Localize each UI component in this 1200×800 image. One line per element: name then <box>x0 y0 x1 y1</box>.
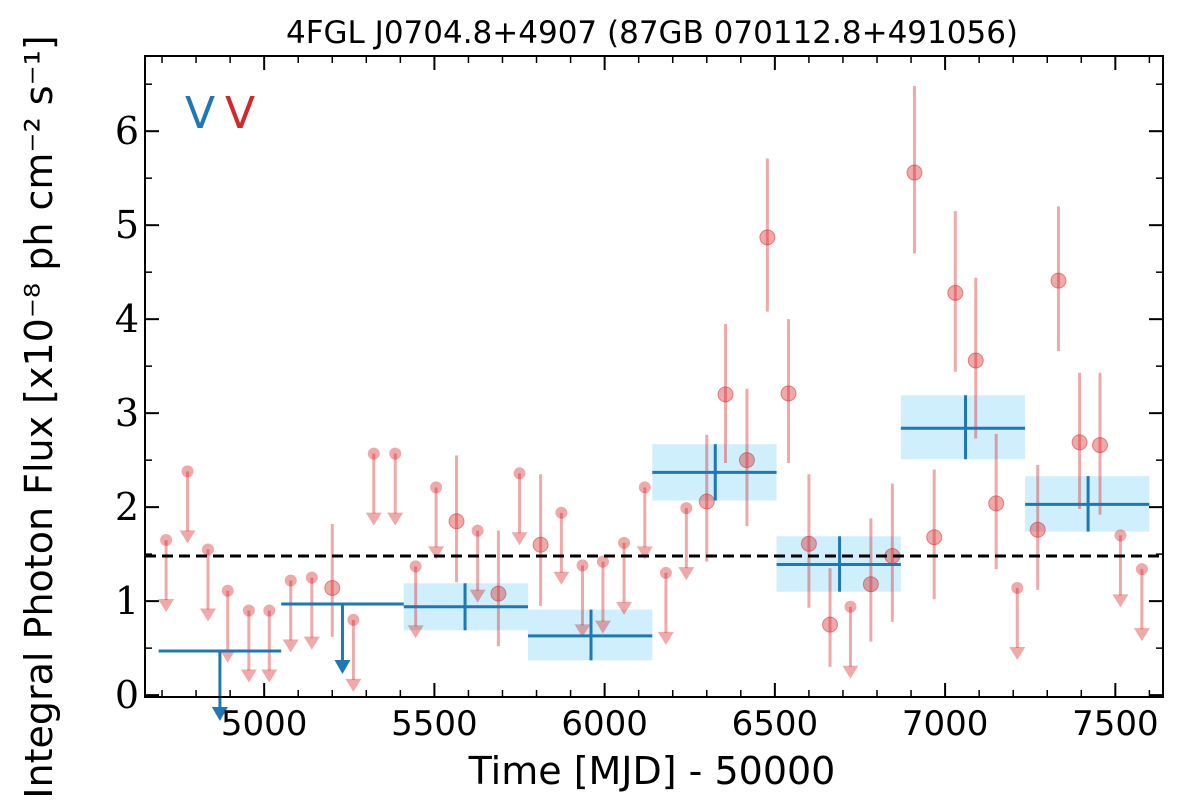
x-tick-label: 6500 <box>732 704 819 744</box>
monthly-data-point <box>822 616 839 633</box>
monthly-upper-limit-arrow <box>158 599 175 613</box>
monthly-upper-limit-point <box>1114 529 1127 542</box>
monthly-upper-limit-point <box>201 543 214 556</box>
monthly-upper-limit-point <box>389 447 402 460</box>
monthly-upper-limit-arrow <box>345 678 362 692</box>
monthly-upper-limit-arrow <box>303 636 320 650</box>
monthly-upper-limit-point <box>555 506 568 519</box>
monthly-upper-limit-point <box>305 571 318 584</box>
monthly-upper-limit-point <box>596 555 609 568</box>
monthly-upper-limit-arrow <box>179 530 196 544</box>
monthly-data-point <box>698 493 715 510</box>
monthly-data-point <box>738 452 755 469</box>
y-tick-label: 4 <box>115 297 139 341</box>
monthly-upper-limit-point <box>844 600 857 613</box>
x-tick-label: 6000 <box>561 704 648 744</box>
monthly-data-point <box>324 579 341 596</box>
monthly-upper-limit-arrow <box>469 589 486 603</box>
monthly-upper-limit-point <box>638 481 651 494</box>
binned-flux-series <box>158 395 1150 721</box>
monthly-data-point <box>717 386 734 403</box>
y-tick-label: 3 <box>115 391 139 435</box>
x-tick-label: 7500 <box>1072 704 1159 744</box>
monthly-upper-limit-point <box>409 560 422 573</box>
monthly-upper-limit-point <box>659 566 672 579</box>
monthly-data-point <box>532 536 549 553</box>
monthly-upper-limit-arrow <box>261 669 278 683</box>
x-tick-label: 5000 <box>221 704 308 744</box>
monthly-upper-limit-arrow <box>1112 594 1129 608</box>
monthly-upper-limit-arrow <box>553 571 570 585</box>
y-axis-label: Integral Photon Flux [x10⁻⁸ ph cm⁻² s⁻¹] <box>17 35 61 798</box>
monthly-data-point <box>1050 272 1067 289</box>
monthly-upper-limit-point <box>263 604 276 617</box>
chart-title: 4FGL J0704.8+4907 (87GB 070112.8+491056) <box>286 15 1018 51</box>
monthly-data-point <box>448 513 465 530</box>
monthly-data-point <box>967 352 984 369</box>
binned-upper-limit-arrow <box>211 706 228 721</box>
monthly-data-point <box>759 229 776 246</box>
monthly-upper-limit-point <box>242 604 255 617</box>
y-tick-label: 1 <box>115 579 139 623</box>
monthly-upper-limit-arrow <box>678 567 695 581</box>
monthly-upper-limit-point <box>471 524 484 537</box>
monthly-data-point <box>906 164 923 181</box>
monthly-upper-limit-arrow <box>428 546 445 560</box>
monthly-upper-limit-arrow <box>657 631 674 645</box>
monthly-upper-limit-arrow <box>574 624 591 638</box>
monthly-upper-limit-point <box>160 534 173 547</box>
monthly-upper-limit-arrow <box>1009 646 1026 660</box>
monthly-upper-limit-arrow <box>636 546 653 560</box>
monthly-upper-limit-point <box>513 467 526 480</box>
monthly-upper-limit-arrow <box>511 532 528 546</box>
monthly-upper-limit-arrow <box>387 512 404 526</box>
y-tick-label: 2 <box>115 485 139 529</box>
monthly-data-point <box>1071 434 1088 451</box>
monthly-data-point <box>947 284 964 301</box>
y-tick-label: 6 <box>115 109 139 153</box>
monthly-upper-limit-arrow <box>616 601 633 615</box>
monthly-upper-limit-arrow <box>240 669 257 683</box>
monthly-upper-limit-point <box>680 502 693 515</box>
x-axis-label: Time [MJD] - 50000 <box>468 749 836 793</box>
x-tick-label: 7000 <box>902 704 989 744</box>
monthly-data-point <box>926 529 943 546</box>
monthly-upper-limit-point <box>1011 581 1024 594</box>
monthly-data-point <box>800 535 817 552</box>
monthly-upper-limit-arrow <box>199 608 216 622</box>
monthly-upper-limit-arrow <box>594 620 611 634</box>
monthly-upper-limit-point <box>221 584 234 597</box>
x-tick-label: 5500 <box>391 704 478 744</box>
monthly-data-point <box>1092 437 1109 454</box>
binned-upper-limit-arrow <box>334 659 351 674</box>
monthly-data-point <box>1029 521 1046 538</box>
monthly-upper-limit-arrow <box>365 512 382 526</box>
monthly-upper-limit-arrow <box>282 639 299 653</box>
monthly-upper-limit-arrow <box>219 649 236 663</box>
monthly-upper-limit-point <box>367 447 380 460</box>
y-tick-label: 0 <box>115 673 139 717</box>
monthly-upper-limit-point <box>284 574 297 587</box>
monthly-upper-limit-point <box>430 481 443 494</box>
monthly-data-point <box>780 385 797 402</box>
monthly-upper-limit-arrow <box>842 665 859 679</box>
legend-marker: V <box>225 88 255 139</box>
monthly-upper-limit-arrow <box>407 625 424 639</box>
monthly-upper-limit-point <box>1135 563 1148 576</box>
y-tick-label: 5 <box>115 203 139 247</box>
legend-marker: V <box>185 88 215 139</box>
axis-ticks: 5000 5500 6000 6500 7000 7500 0 1 2 3 4 5 6 <box>115 56 1163 744</box>
monthly-flux-series <box>158 86 1150 692</box>
plot-frame <box>144 55 1164 698</box>
monthly-data-point <box>490 585 507 602</box>
monthly-upper-limit-point <box>347 613 360 626</box>
monthly-upper-limit-point <box>618 536 631 549</box>
monthly-data-point <box>988 495 1005 512</box>
monthly-upper-limit-arrow <box>1133 628 1150 642</box>
monthly-data-point <box>862 576 879 593</box>
monthly-upper-limit-point <box>181 465 194 478</box>
monthly-upper-limit-point <box>576 559 589 572</box>
